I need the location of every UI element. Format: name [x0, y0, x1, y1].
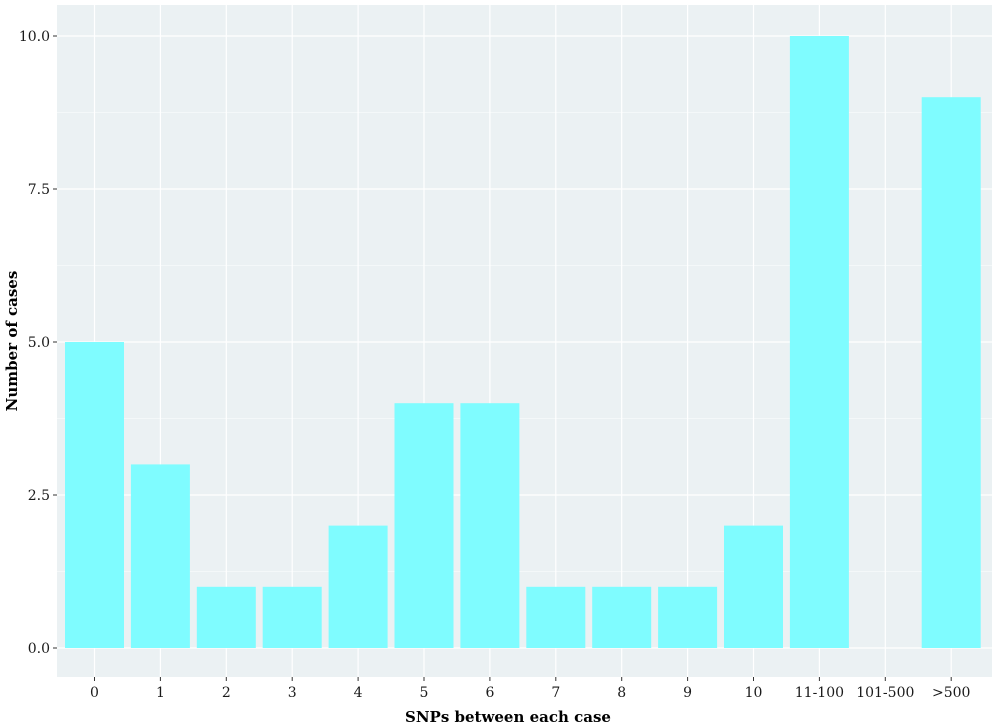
- bars: [65, 36, 981, 648]
- bar: [921, 97, 981, 648]
- bar: [328, 525, 388, 648]
- y-tick-label: 5.0: [28, 335, 50, 351]
- bar: [592, 586, 652, 648]
- bar: [526, 586, 586, 648]
- x-tick-label: 6: [485, 685, 494, 701]
- x-tick-label: 5: [420, 685, 429, 701]
- bar: [724, 525, 783, 648]
- bar: [65, 342, 124, 648]
- y-tick-label: 2.5: [28, 488, 50, 504]
- plot-panel: [57, 5, 992, 677]
- y-tick-label: 7.5: [28, 182, 50, 198]
- bar: [130, 464, 190, 648]
- y-axis-ticks: 0.0 2.5 5.0 7.5 10.0: [19, 29, 57, 657]
- bar: [658, 586, 718, 648]
- bar: [460, 403, 520, 648]
- bar: [394, 403, 454, 648]
- x-tick-label: 0: [90, 685, 99, 701]
- x-tick-label: 9: [683, 685, 692, 701]
- x-tick-label: 10: [745, 685, 763, 701]
- x-tick-label: 7: [551, 685, 560, 701]
- y-axis-title: Number of cases: [3, 271, 21, 412]
- x-tick-label: 1: [156, 685, 165, 701]
- x-tick-label: 101-500: [856, 685, 914, 701]
- x-axis-ticks: 0 1 2 3 4 5 6 7 8 9 10 11-100 101-500 >500: [90, 677, 970, 701]
- x-tick-label: 8: [617, 685, 626, 701]
- x-tick-label: 2: [222, 685, 231, 701]
- x-axis-title: SNPs between each case: [405, 708, 611, 726]
- y-tick-label: 10.0: [19, 29, 50, 45]
- x-tick-label: 4: [354, 685, 363, 701]
- y-tick-label: 0.0: [28, 641, 50, 657]
- bar: [196, 586, 256, 648]
- x-tick-label: 11-100: [795, 685, 844, 701]
- x-tick-label: 3: [288, 685, 297, 701]
- bar: [789, 36, 849, 648]
- x-tick-label: >500: [932, 685, 970, 701]
- bar: [262, 586, 322, 648]
